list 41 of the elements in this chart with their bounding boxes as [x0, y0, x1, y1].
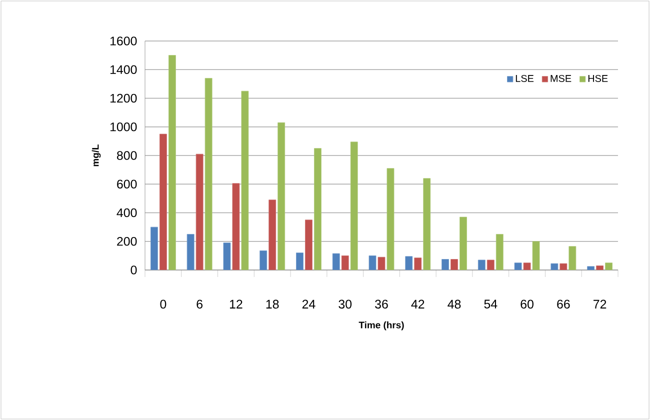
bar	[568, 246, 576, 270]
x-tick-label: 12	[230, 300, 242, 308]
x-tick-label: 48	[448, 300, 461, 309]
x-tick-label: 72	[594, 300, 606, 308]
x-tick-label: 66	[557, 300, 570, 309]
legend-label: LSE	[516, 74, 534, 82]
x-tick-label: 24	[302, 300, 316, 308]
bar	[196, 154, 204, 270]
y-tick-label: 1200	[110, 94, 137, 103]
y-axis-title: mg/L	[92, 144, 101, 166]
x-tick-label: 0	[160, 300, 166, 309]
y-tick-label: 800	[117, 151, 137, 160]
bar	[150, 226, 158, 270]
y-tick-label: 400	[116, 208, 137, 218]
x-tick-label: 60	[520, 300, 534, 309]
y-tick-label: 1400	[110, 65, 137, 74]
y-tick-label: 200	[117, 236, 137, 246]
bar	[186, 234, 194, 270]
x-tick-label: 18	[266, 300, 279, 309]
bar	[423, 178, 431, 270]
y-tick-label: 1000	[110, 122, 137, 132]
y-tick-label: 600	[117, 180, 137, 189]
bar	[314, 148, 322, 270]
legend-label: MSE	[550, 74, 572, 82]
x-tick-label: 42	[411, 300, 424, 308]
bar	[460, 216, 467, 270]
bar	[278, 122, 286, 270]
bar	[496, 234, 504, 270]
bar	[268, 200, 276, 270]
x-tick-label: 36	[375, 300, 388, 309]
y-tick-label: 1600	[110, 36, 137, 46]
y-tick-label: 0	[130, 266, 137, 274]
legend-label: HSE	[588, 74, 608, 82]
bar	[305, 220, 312, 270]
x-tick-label: 54	[484, 300, 498, 308]
bar	[159, 134, 167, 270]
x-tick-label: 30	[338, 300, 352, 309]
bar	[168, 55, 176, 270]
bar	[350, 142, 358, 270]
x-axis-title: Time (hrs)	[358, 321, 404, 330]
x-tick-label: 6	[196, 300, 202, 309]
